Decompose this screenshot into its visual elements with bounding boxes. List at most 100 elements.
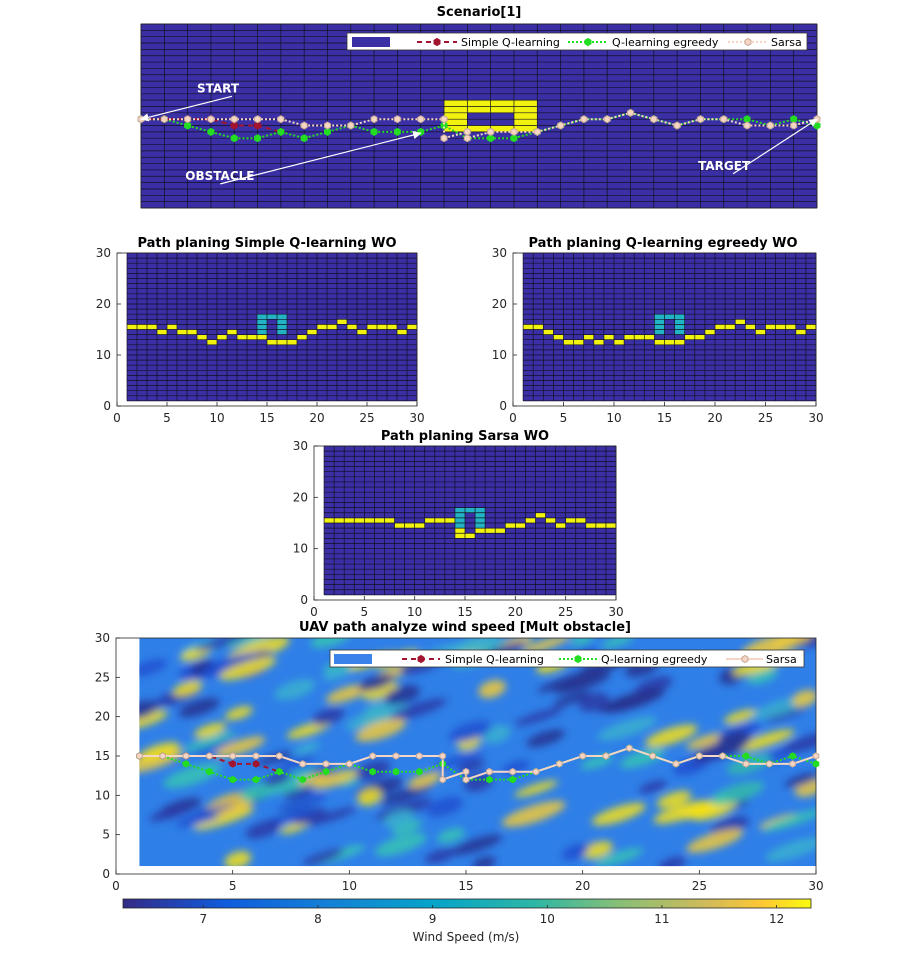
sa-obstacle-cell-3 [454, 512, 465, 518]
scenario-series-2-point-28 [720, 115, 728, 124]
scenario-annotation-2: TARGET [698, 159, 751, 173]
wind-series-2-point-9 [346, 760, 353, 768]
qe-path-cell-10 [624, 334, 635, 340]
wind-series-1-point-6 [276, 767, 283, 776]
sa-xtick-label-0: 0 [310, 605, 318, 619]
wind-xtick-label-5: 25 [692, 879, 707, 893]
colorbar-tick-label-4: 11 [654, 912, 669, 926]
scenario-series-2-point-2 [184, 115, 192, 124]
wind-series-2-point-23 [602, 752, 610, 760]
wind-series-2-point-10 [369, 752, 376, 760]
wind-series-2-point-5 [252, 752, 260, 760]
wind-series-2-point-2 [182, 752, 190, 760]
scenario-series-2-point-23 [603, 115, 611, 124]
wind-title: UAV path analyze wind speed [Mult obstac… [299, 620, 631, 635]
scenario-series-2-point-5 [254, 115, 262, 124]
wind-xtick-label-4: 20 [575, 879, 590, 893]
sq-path-cell-17 [297, 334, 307, 340]
sa-path-cell-10 [424, 517, 435, 523]
wind-ytick-label-3: 15 [95, 749, 110, 763]
wind-series-1-point-5 [252, 775, 260, 784]
qe-xtick-label-6: 30 [808, 411, 823, 425]
sq-path-cell-27 [397, 329, 407, 335]
scenario-obstacle-cell-11 [513, 119, 538, 126]
sq-obstacle-cell-5 [257, 324, 267, 330]
sa-ytick-label-3: 30 [293, 439, 308, 453]
wind-series-1-point-11 [392, 767, 400, 776]
qe-path-cell-18 [704, 329, 715, 335]
scenario-series-1-point-7 [300, 134, 308, 143]
qe-path-cell-17 [694, 334, 705, 340]
sq-path-cell-8 [207, 339, 217, 345]
wind-legend-label-sa: Sarsa [766, 653, 797, 666]
scenario-obstacle-cell-6 [490, 106, 514, 113]
sa-path-cell-11 [434, 517, 445, 523]
wind-series-1-point-4 [229, 775, 236, 784]
wind-series-2-point-15 [462, 767, 470, 776]
scenario-series-2-point-25 [650, 115, 658, 124]
qe-xtick-label-3: 15 [657, 411, 672, 425]
scenario-series-2-point-22 [580, 115, 588, 124]
sq-xtick-label-5: 25 [359, 411, 374, 425]
sa-path-cell-19 [505, 523, 516, 529]
scenario-annotation-1: OBSTACLE [185, 169, 254, 183]
wind-series-1-point-28 [789, 752, 796, 760]
scenario-annotation-0: START [197, 82, 240, 96]
scenario-series-1-point-12 [417, 127, 425, 136]
wind-series-2-point-1 [159, 752, 166, 760]
sq-path-cell-9 [217, 334, 227, 340]
scenario-series-2-point-8 [324, 121, 331, 130]
scenario-series-1-point-3 [207, 127, 215, 136]
sa-panel: Path planing Sarsa WO 0 5 10 15 20 25 30 0 10 20 3… [293, 429, 624, 619]
qe-path-cell-22 [745, 324, 756, 330]
scenario-title: Scenario[1] [437, 5, 522, 20]
sa-xtick-label-2: 10 [407, 605, 422, 619]
sq-path-cell-22 [347, 324, 357, 330]
sa-xtick-label-3: 15 [457, 605, 472, 619]
qe-title: Path planing Q-learning egreedy WO [528, 236, 797, 251]
wind-series-0-point-5 [252, 760, 260, 768]
sq-plot-area: 0 5 10 15 20 25 30 0 10 20 30 [96, 246, 425, 425]
wind-legend: Simple Q-learning Q-learning egreedy Sar… [329, 649, 805, 668]
sa-obstacle-cell-7 [454, 523, 465, 529]
qe-ytick-label-0: 0 [499, 399, 507, 413]
qe-plot-area: 0 5 10 15 20 25 30 0 10 20 30 [492, 246, 824, 425]
wind-series-2-point-31 [789, 760, 796, 768]
scenario-legend-label-qe: Q-learning egreedy [612, 36, 719, 49]
scenario-legend-label-sq: Simple Q-learning [461, 36, 560, 49]
scenario-series-1-point-2 [184, 121, 192, 130]
colorbar-gradient [122, 898, 812, 909]
wind-series-2-point-8 [322, 760, 330, 768]
sq-path-cell-7 [197, 334, 207, 340]
wind-legend-label-qe: Q-learning egreedy [601, 653, 708, 666]
qe-obstacle-cell-1 [664, 314, 675, 320]
qe-path-cell-6 [583, 334, 594, 340]
qe-path-cell-28 [805, 324, 816, 330]
sa-obstacle-cell-8 [475, 523, 486, 529]
sa-path-cell-6 [384, 517, 395, 523]
scenario-series-2-point-31 [790, 121, 798, 130]
sa-path-cell-28 [595, 523, 606, 529]
wind-series-1-point-29 [812, 760, 820, 768]
qe-xtick-label-1: 5 [560, 411, 568, 425]
scenario-series-1-point-5 [254, 134, 262, 143]
scenario-series-0-point-4 [230, 121, 238, 130]
wind-series-2-point-28 [719, 752, 726, 760]
colorbar-tick-label-2: 9 [429, 912, 437, 926]
sq-path-cell-24 [367, 324, 377, 330]
sa-path-cell-29 [605, 523, 616, 529]
scenario-series-2-point-21 [557, 121, 565, 130]
qe-path-cell-15 [674, 339, 685, 345]
qe-path-cell-21 [735, 319, 746, 325]
scenario-series-1-point-4 [230, 134, 238, 143]
sa-path-cell-26 [575, 517, 586, 523]
scenario-legend-marker-sq [433, 37, 441, 47]
qe-path-cell-3 [553, 334, 564, 340]
qe-path-cell-27 [795, 329, 806, 335]
sa-ytick-label-0: 0 [300, 593, 308, 607]
sq-path-cell-26 [387, 324, 397, 330]
wind-series-2-point-11 [392, 752, 400, 760]
sq-obstacle-cell-2 [277, 314, 287, 320]
wind-series-1-point-7 [299, 775, 306, 784]
wind-xtick-label-2: 10 [342, 879, 357, 893]
